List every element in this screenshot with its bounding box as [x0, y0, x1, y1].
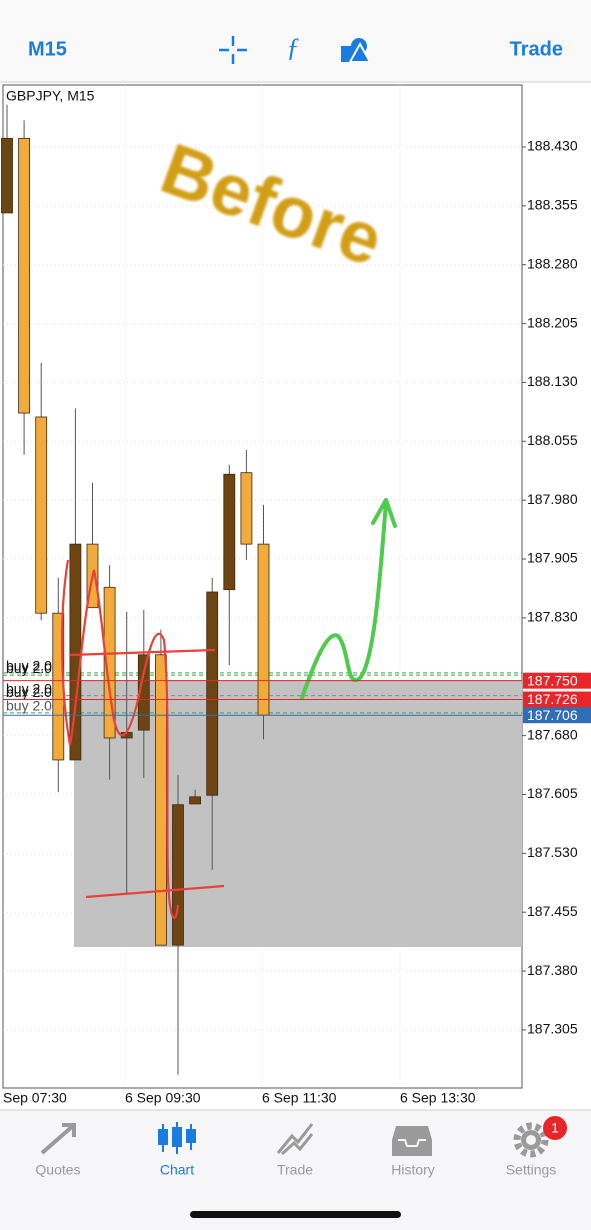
order-label: buy 2.00	[6, 660, 60, 676]
tab-label[interactable]: Chart	[160, 1162, 194, 1178]
y-tick-label: 188.205	[527, 314, 578, 330]
y-tick-label: 187.305	[527, 1021, 578, 1037]
candle-body	[223, 473, 236, 591]
trade-button[interactable]: Trade	[510, 38, 563, 60]
candle-body	[189, 796, 202, 805]
order-label: buy 2.00	[6, 658, 60, 674]
order-label: buy 2.00	[6, 684, 60, 700]
candle-body	[257, 543, 270, 716]
y-tick-label: 188.130	[527, 373, 578, 389]
candle-body	[240, 472, 253, 545]
chart-icon[interactable]	[158, 1122, 196, 1154]
crosshair-icon[interactable]	[219, 36, 247, 64]
price-tag	[523, 672, 591, 689]
price-tag-label: 187.706	[527, 707, 578, 723]
candle-body	[18, 137, 31, 414]
green-arrow	[300, 498, 397, 700]
order-label: buy 2.00	[6, 680, 60, 696]
y-tick-label: 187.455	[527, 903, 578, 919]
x-tick-label: Sep 07:30	[3, 1090, 67, 1106]
y-tick-label: 187.605	[527, 785, 578, 801]
y-tick-label: 188.355	[527, 197, 578, 213]
candle-body	[35, 416, 48, 614]
y-tick-label: 187.905	[527, 550, 578, 566]
y-tick-label: 187.830	[527, 609, 578, 625]
red-drawing	[60, 559, 225, 919]
candle-body	[206, 591, 219, 796]
tab-label[interactable]: History	[391, 1162, 435, 1178]
quotes-icon[interactable]	[40, 1123, 76, 1155]
x-tick-label: 6 Sep 13:30	[400, 1090, 476, 1106]
candle-body	[103, 586, 116, 739]
x-tick-label: 6 Sep 11:30	[262, 1090, 337, 1106]
settings-icon[interactable]	[513, 1122, 549, 1158]
candle-body	[154, 654, 167, 946]
order-label: buy 2.00	[6, 698, 60, 714]
candle-body	[137, 654, 150, 731]
y-tick-label: 187.380	[527, 962, 578, 978]
trade-icon[interactable]	[276, 1123, 314, 1156]
tab-label[interactable]: Settings	[506, 1162, 557, 1178]
chart-title: GBPJPY, M15	[6, 88, 95, 104]
history-icon[interactable]	[392, 1126, 432, 1156]
timeframe-button[interactable]: M15	[28, 38, 67, 60]
y-tick-label: 187.530	[527, 844, 578, 860]
tab-bar	[0, 1110, 591, 1230]
badge-count: 1	[551, 1120, 559, 1136]
x-tick-label: 6 Sep 09:30	[125, 1090, 201, 1106]
y-tick-label: 188.055	[527, 432, 578, 448]
price-tag-label: 187.726	[527, 691, 578, 707]
y-tick-label: 187.680	[527, 726, 578, 742]
top-bar	[0, 0, 591, 82]
objects-icon[interactable]	[341, 38, 372, 63]
y-tick-label: 188.280	[527, 255, 578, 271]
price-tag-label: 187.750	[527, 672, 578, 688]
tab-label[interactable]: Trade	[277, 1162, 313, 1178]
candle-body	[172, 804, 184, 946]
y-tick-label: 188.430	[527, 138, 578, 154]
y-tick-label: 187.980	[527, 491, 578, 507]
price-tag	[523, 691, 591, 708]
tab-label[interactable]: Quotes	[35, 1162, 80, 1178]
badge	[543, 1116, 567, 1140]
indicators-icon[interactable]: ƒ	[287, 33, 300, 62]
home-indicator	[190, 1211, 401, 1218]
candle-body	[1, 137, 13, 214]
price-tag	[523, 707, 591, 724]
